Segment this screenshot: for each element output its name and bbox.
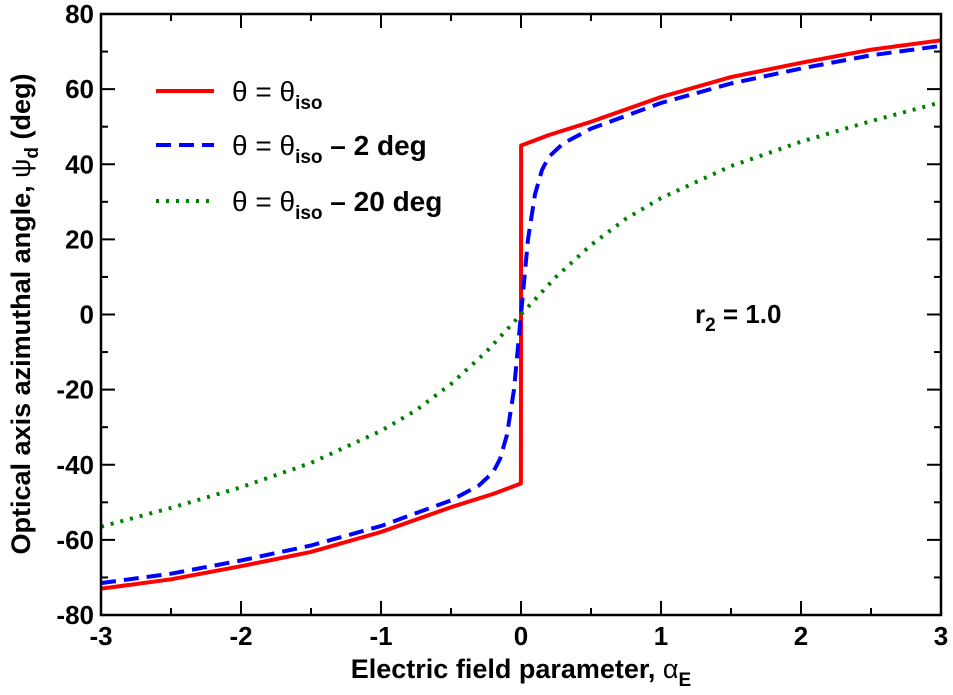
series-line-1 bbox=[100, 43, 942, 586]
legend-label-series-2: θ = θiso – 20 deg bbox=[232, 186, 442, 224]
y-tick-label-5: 20 bbox=[65, 224, 94, 254]
y-axis-title: Optical axis azimuthal angle, ψd (deg) bbox=[6, 74, 43, 555]
y-tick-label-3: -20 bbox=[56, 375, 94, 405]
y-tick-label-8: 80 bbox=[65, 0, 94, 29]
x-tick-label-3: 0 bbox=[514, 621, 528, 651]
y-tick-label-0: -80 bbox=[56, 600, 94, 630]
legend: θ = θiso θ = θiso – 2 deg θ = θiso – 20 … bbox=[156, 76, 442, 224]
x-tick-label-2: -1 bbox=[369, 621, 392, 651]
x-tick-label-4: 1 bbox=[654, 621, 668, 651]
x-tick-label-1: -2 bbox=[229, 621, 252, 651]
x-tick-label-5: 2 bbox=[794, 621, 808, 651]
plot-frame bbox=[99, 12, 943, 617]
x-tick-label-0: -3 bbox=[89, 621, 112, 651]
y-tick-label-6: 40 bbox=[65, 149, 94, 179]
legend-label-series-1: θ = θiso – 2 deg bbox=[232, 130, 427, 168]
plot-area bbox=[100, 38, 942, 591]
y-tick-label-7: 60 bbox=[65, 74, 94, 104]
y-tick-label-4: 0 bbox=[80, 300, 94, 330]
x-tick-label-6: 3 bbox=[934, 621, 948, 651]
legend-label-series-0: θ = θiso bbox=[232, 76, 323, 114]
y-tick-label-1: -60 bbox=[56, 525, 94, 555]
annotation-r2: r2 = 1.0 bbox=[695, 299, 781, 336]
x-axis-title: Electric field parameter, αE bbox=[351, 654, 691, 691]
ticks: -3 -2 -1 0 1 2 3 -80 -60 -40 -20 0 20 40 60 80 bbox=[56, 0, 948, 651]
y-tick-label-2: -40 bbox=[56, 450, 94, 480]
series-line-0 bbox=[100, 38, 942, 591]
